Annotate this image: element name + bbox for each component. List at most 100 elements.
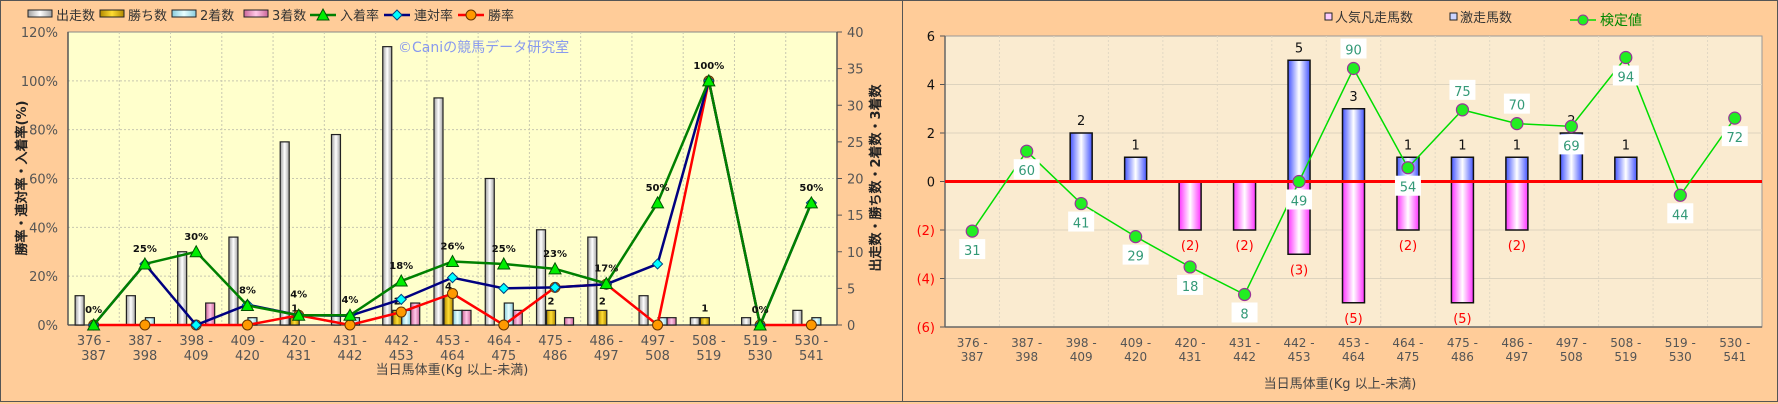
test-value-label: 69 — [1563, 139, 1580, 154]
x-tick-label: 376 - — [957, 336, 988, 350]
place-rate-label: 23% — [543, 249, 567, 260]
y-tick-left: 120% — [21, 26, 58, 41]
x-tick-label: 420 - — [1175, 336, 1206, 350]
y-tick-label: (2) — [917, 224, 935, 239]
bar-surge — [1505, 156, 1529, 183]
y-tick-right: 0 — [847, 319, 855, 334]
legend-label: 人気凡走馬数 — [1335, 10, 1413, 26]
legend-marker-place-rate — [316, 7, 330, 21]
test-value-label-bg — [1286, 189, 1313, 210]
test-value-label-bg — [1503, 93, 1530, 114]
x-tick-label: 497 — [1505, 350, 1528, 364]
legend-label: 2着数 — [200, 8, 234, 24]
marker-test-value — [1455, 103, 1470, 117]
y-tick-left: 20% — [29, 270, 58, 285]
legend-marker-test-value — [1577, 14, 1589, 26]
y-tick-label: 2 — [927, 127, 935, 142]
legend-label: 激走馬数 — [1460, 11, 1512, 26]
test-value-label: 70 — [1509, 99, 1526, 114]
win-count-label: 1 — [291, 304, 298, 315]
test-value-label: 60 — [1018, 164, 1035, 179]
y-tick-right: 10 — [847, 246, 864, 261]
marker-win-rate — [395, 306, 407, 318]
x-tick-label: 398 - — [1066, 336, 1097, 350]
bar-thirds — [563, 317, 575, 326]
x-tick-label: 497 - — [1556, 336, 1587, 350]
bar-runs — [382, 46, 393, 326]
x-tick-label: 409 — [184, 349, 209, 364]
x-tick-label: 497 - — [641, 334, 675, 349]
x-tick-label: 453 - — [1338, 336, 1369, 350]
test-value-label-bg — [1122, 244, 1149, 265]
bar-label-popular-underperform: (2) — [1181, 239, 1199, 254]
marker-test-value — [1673, 188, 1687, 202]
x-tick-label: 508 — [1560, 350, 1583, 364]
test-value-label-bg — [1721, 126, 1748, 147]
y-tick-label: 4 — [927, 79, 935, 94]
bar-wins — [597, 309, 608, 326]
x-tick-label: 431 - — [1229, 336, 1260, 350]
place-rate-label: 0% — [85, 305, 102, 316]
x-tick-label: 519 - — [1665, 336, 1696, 350]
marker-test-value — [1183, 260, 1197, 274]
test-value-label-bg — [1068, 211, 1095, 232]
test-value-label: 41 — [1073, 217, 1090, 232]
test-value-label: 29 — [1127, 250, 1144, 265]
marker-test-value — [1619, 50, 1633, 65]
marker-place-rate — [291, 308, 306, 321]
x-tick-label: 497 — [594, 349, 619, 364]
bar-label-popular-underperform: (5) — [1344, 312, 1362, 327]
place-rate-label: 18% — [389, 261, 413, 272]
marker-place-rate — [138, 256, 152, 270]
marker-top2-rate — [549, 281, 561, 294]
bar-label-surge: 2 — [1077, 114, 1085, 129]
y-tick-right: 25 — [847, 136, 864, 151]
left-chart: 0%20%40%60%80%100%120%0510152025303540勝率… — [14, 7, 884, 378]
bar-label-popular-underperform: (2) — [1235, 239, 1253, 254]
bar-label-surge: 1 — [1131, 138, 1139, 153]
x-tick-label: 431 — [286, 349, 311, 364]
x-axis-title: 当日馬体重(Kg 以上-未満) — [376, 362, 529, 378]
x-tick-label: 519 — [1614, 350, 1637, 364]
y-tick-right: 40 — [847, 26, 864, 41]
legend-label: 入着率 — [340, 8, 379, 24]
bar-seconds — [452, 309, 463, 326]
legend-swatch-thirds — [243, 9, 269, 18]
legend-label: 3着数 — [272, 8, 306, 24]
x-tick-label: 442 — [1233, 350, 1256, 364]
x-tick-label: 508 - — [692, 334, 726, 349]
marker-win-rate — [447, 288, 458, 300]
x-tick-label: 453 — [389, 349, 414, 364]
y-axis-title-right: 出走数・勝ち数・2着数・3着数 — [868, 83, 884, 271]
y-tick-left: 40% — [29, 221, 58, 236]
x-tick-label: 508 - — [1610, 336, 1641, 350]
marker-test-value — [1074, 196, 1088, 211]
marker-test-value — [1510, 117, 1524, 131]
marker-test-value — [965, 224, 979, 238]
x-tick-label: 409 — [1070, 350, 1093, 364]
x-tick-label: 398 — [1015, 350, 1038, 364]
y-tick-right: 20 — [847, 173, 864, 188]
place-rate-label: 4% — [341, 295, 358, 306]
x-tick-label: 541 — [1723, 350, 1746, 364]
legend-label: 出走数 — [56, 9, 95, 24]
test-value-label: 8 — [1240, 307, 1248, 322]
y-tick-left: 60% — [29, 173, 58, 188]
win-count-label: 4 — [445, 282, 452, 293]
x-tick-label: 387 - — [128, 334, 162, 349]
x-tick-label: 530 - — [1719, 336, 1750, 350]
x-tick-label: 453 - — [436, 334, 470, 349]
place-rate-label: 25% — [133, 244, 157, 255]
bar-runs — [740, 317, 752, 326]
marker-win-rate — [139, 319, 151, 331]
y-tick-right: 35 — [847, 63, 864, 78]
marker-win-rate — [241, 319, 253, 331]
marker-test-value — [1237, 287, 1252, 302]
legend-swatch-seconds — [171, 9, 197, 18]
x-tick-label: 486 — [1451, 350, 1474, 364]
bar-wins — [443, 295, 454, 326]
x-tick-label: 409 - — [1120, 336, 1151, 350]
marker-win-rate — [498, 319, 510, 331]
place-rate-label: 50% — [646, 183, 670, 194]
